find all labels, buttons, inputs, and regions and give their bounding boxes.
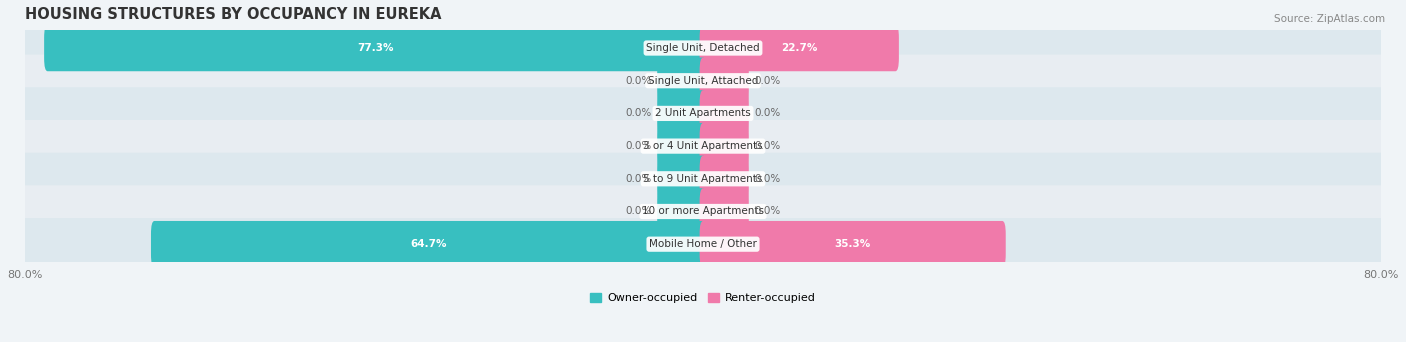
- Text: 0.0%: 0.0%: [754, 76, 780, 86]
- Text: Source: ZipAtlas.com: Source: ZipAtlas.com: [1274, 14, 1385, 24]
- FancyBboxPatch shape: [22, 22, 1384, 74]
- Text: 0.0%: 0.0%: [626, 141, 652, 151]
- Text: 0.0%: 0.0%: [754, 141, 780, 151]
- FancyBboxPatch shape: [150, 221, 706, 267]
- Text: Single Unit, Detached: Single Unit, Detached: [647, 43, 759, 53]
- Legend: Owner-occupied, Renter-occupied: Owner-occupied, Renter-occupied: [586, 289, 820, 308]
- FancyBboxPatch shape: [700, 221, 1005, 267]
- FancyBboxPatch shape: [657, 188, 706, 235]
- FancyBboxPatch shape: [657, 123, 706, 169]
- FancyBboxPatch shape: [657, 90, 706, 136]
- Text: 0.0%: 0.0%: [626, 76, 652, 86]
- FancyBboxPatch shape: [700, 57, 749, 104]
- Text: 0.0%: 0.0%: [626, 174, 652, 184]
- FancyBboxPatch shape: [22, 218, 1384, 270]
- Text: HOUSING STRUCTURES BY OCCUPANCY IN EUREKA: HOUSING STRUCTURES BY OCCUPANCY IN EUREK…: [25, 7, 441, 22]
- FancyBboxPatch shape: [700, 25, 898, 71]
- FancyBboxPatch shape: [657, 156, 706, 202]
- FancyBboxPatch shape: [22, 55, 1384, 107]
- Text: 64.7%: 64.7%: [411, 239, 447, 249]
- FancyBboxPatch shape: [44, 25, 706, 71]
- Text: 10 or more Apartments: 10 or more Apartments: [643, 207, 763, 216]
- Text: 0.0%: 0.0%: [754, 108, 780, 118]
- Text: 22.7%: 22.7%: [782, 43, 817, 53]
- FancyBboxPatch shape: [700, 90, 749, 136]
- FancyBboxPatch shape: [22, 185, 1384, 238]
- FancyBboxPatch shape: [700, 188, 749, 235]
- Text: Mobile Home / Other: Mobile Home / Other: [650, 239, 756, 249]
- FancyBboxPatch shape: [22, 153, 1384, 205]
- Text: 77.3%: 77.3%: [357, 43, 394, 53]
- Text: 0.0%: 0.0%: [626, 207, 652, 216]
- Text: 3 or 4 Unit Apartments: 3 or 4 Unit Apartments: [643, 141, 763, 151]
- Text: 35.3%: 35.3%: [835, 239, 870, 249]
- FancyBboxPatch shape: [700, 156, 749, 202]
- Text: 2 Unit Apartments: 2 Unit Apartments: [655, 108, 751, 118]
- FancyBboxPatch shape: [22, 120, 1384, 172]
- FancyBboxPatch shape: [22, 87, 1384, 140]
- FancyBboxPatch shape: [700, 123, 749, 169]
- Text: 5 to 9 Unit Apartments: 5 to 9 Unit Apartments: [644, 174, 762, 184]
- Text: 0.0%: 0.0%: [626, 108, 652, 118]
- Text: 0.0%: 0.0%: [754, 207, 780, 216]
- Text: 0.0%: 0.0%: [754, 174, 780, 184]
- Text: Single Unit, Attached: Single Unit, Attached: [648, 76, 758, 86]
- FancyBboxPatch shape: [657, 57, 706, 104]
